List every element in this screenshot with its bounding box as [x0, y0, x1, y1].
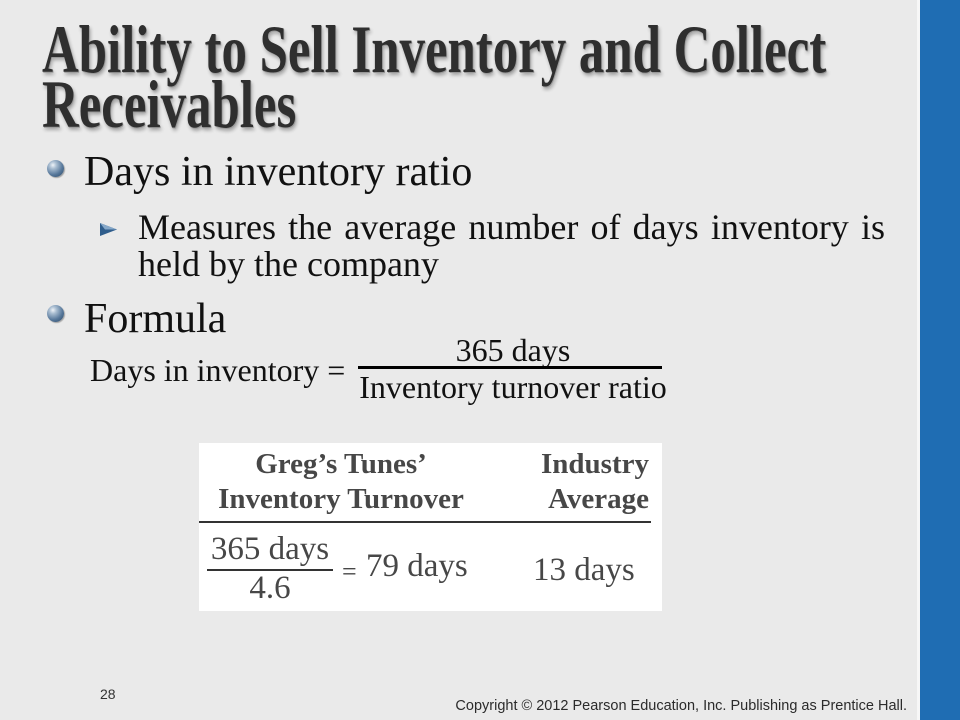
industry-header-line-2: Average: [548, 483, 649, 515]
formula-lhs: Days in inventory =: [90, 352, 346, 388]
formula-denominator: Inventory turnover ratio: [359, 369, 667, 405]
formula-numerator: 365 days: [455, 332, 571, 368]
company-header-line-2: Inventory Turnover: [218, 483, 464, 515]
sphere-bullet-icon: [47, 160, 64, 177]
example-table: Greg’s Tunes’ Inventory Turnover Industr…: [199, 443, 662, 611]
table-header-divider: [199, 521, 651, 523]
company-calc-denominator: 4.6: [249, 570, 291, 606]
arrow-bullet-icon: [100, 223, 117, 236]
sphere-bullet-icon: [47, 305, 64, 322]
bullet-days-in-inventory: Days in inventory ratio: [84, 149, 473, 195]
industry-column-header: Industry Average: [541, 447, 649, 517]
company-calc-fraction-bar: [207, 569, 333, 571]
slide-title-line-2: Receivables: [42, 66, 297, 142]
bullet-formula: Formula: [84, 296, 227, 342]
page-number: 28: [100, 686, 116, 702]
industry-header-line-1: Industry: [541, 448, 649, 480]
company-calc-numerator: 365 days: [210, 531, 330, 567]
copyright-notice: Copyright © 2012 Pearson Education, Inc.…: [455, 698, 907, 714]
industry-average-value: 13 days: [533, 552, 635, 588]
sub-bullet-description: Measures the average number of days inve…: [138, 207, 885, 284]
company-header-line-1: Greg’s Tunes’: [255, 448, 427, 480]
company-column-header: Greg’s Tunes’ Inventory Turnover: [199, 447, 483, 517]
accent-bar: [917, 0, 960, 720]
formula-fraction-bar: [358, 366, 662, 369]
company-calc-result: 79 days: [366, 548, 468, 584]
equals-sign: =: [342, 557, 357, 586]
slide-title-line-1: Ability to Sell Inventory and Collect: [42, 11, 827, 87]
